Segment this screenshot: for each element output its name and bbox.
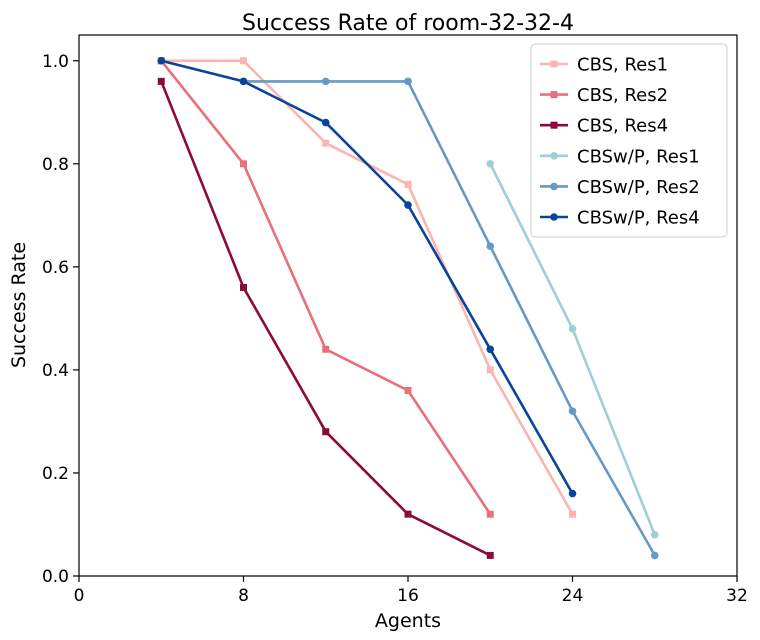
legend-item: CBSw/P, Res2 <box>540 177 700 198</box>
legend-box <box>530 43 728 238</box>
data-point <box>322 345 330 353</box>
data-point <box>321 77 330 86</box>
data-point <box>157 77 165 85</box>
data-point <box>568 489 577 498</box>
data-point <box>486 242 495 251</box>
legend-label: CBSw/P, Res1 <box>577 146 700 167</box>
data-point <box>569 510 576 518</box>
data-point <box>486 551 494 559</box>
legend: CBS, Res1 CBS, Res2 CBS, Res4 CBSw/P, Res1 C… <box>530 43 728 238</box>
data-point <box>239 77 248 86</box>
data-point <box>486 345 495 354</box>
y-axis-title: Success Rate <box>8 242 30 368</box>
series-0 <box>157 57 576 518</box>
data-point <box>404 77 412 86</box>
legend-label: CBSw/P, Res4 <box>577 208 700 229</box>
legend-item: CBSw/P, Res4 <box>540 208 700 229</box>
data-point <box>486 160 495 168</box>
data-point <box>404 201 412 209</box>
legend-label: CBS, Res1 <box>577 55 668 76</box>
data-point <box>321 118 330 127</box>
x-tick-label: 16 <box>397 586 419 606</box>
data-point <box>240 283 247 291</box>
series-2 <box>157 77 494 559</box>
series-5 <box>157 56 577 498</box>
x-tick-label: 8 <box>238 586 249 606</box>
data-point <box>486 366 494 374</box>
series-line <box>160 80 491 557</box>
data-point <box>157 56 166 65</box>
legend-item: CBS, Res1 <box>540 55 668 76</box>
legend-marker <box>550 91 558 99</box>
series-3 <box>486 160 659 539</box>
legend-label: CBSw/P, Res2 <box>577 177 700 198</box>
series-line <box>243 80 656 557</box>
data-point <box>568 324 577 333</box>
legend-marker <box>550 152 558 160</box>
legend-label: CBS, Res4 <box>577 116 668 137</box>
data-point <box>404 387 412 395</box>
data-point <box>240 57 247 65</box>
legend-item: CBSw/P, Res1 <box>540 146 700 167</box>
x-tick-label: 0 <box>74 586 85 606</box>
y-tick-label: 0.8 <box>42 155 69 175</box>
y-tick-label: 0.4 <box>42 361 69 381</box>
chart-title: Success Rate of room-32-32-4 <box>242 11 574 36</box>
legend-marker <box>550 121 558 129</box>
legend-marker <box>550 213 558 221</box>
data-point <box>486 510 494 518</box>
data-point <box>322 428 330 436</box>
data-point <box>650 530 659 539</box>
data-point <box>568 407 577 415</box>
axes: 0 8 16 24 32 0.0 0.2 0.4 0.6 0.8 1.0 <box>42 52 748 606</box>
legend-marker <box>550 60 558 68</box>
legend-item: CBS, Res4 <box>540 116 668 137</box>
legend-item: CBS, Res2 <box>540 85 668 106</box>
data-point <box>240 160 247 168</box>
x-tick-label: 32 <box>726 586 748 606</box>
data-point <box>404 180 412 188</box>
x-tick-label: 24 <box>562 586 584 606</box>
data-point <box>650 551 659 560</box>
y-tick-label: 0.0 <box>42 567 69 587</box>
data-point <box>404 510 412 518</box>
x-axis-title: Agents <box>375 610 441 632</box>
legend-marker <box>550 182 558 191</box>
y-tick-label: 1.0 <box>42 52 69 72</box>
series-line <box>160 59 574 495</box>
plot-area <box>157 56 659 560</box>
y-tick-label: 0.2 <box>42 464 69 484</box>
data-point <box>322 139 330 147</box>
legend-label: CBS, Res2 <box>577 85 668 106</box>
y-tick-label: 0.6 <box>42 258 69 278</box>
series-line <box>160 59 492 515</box>
